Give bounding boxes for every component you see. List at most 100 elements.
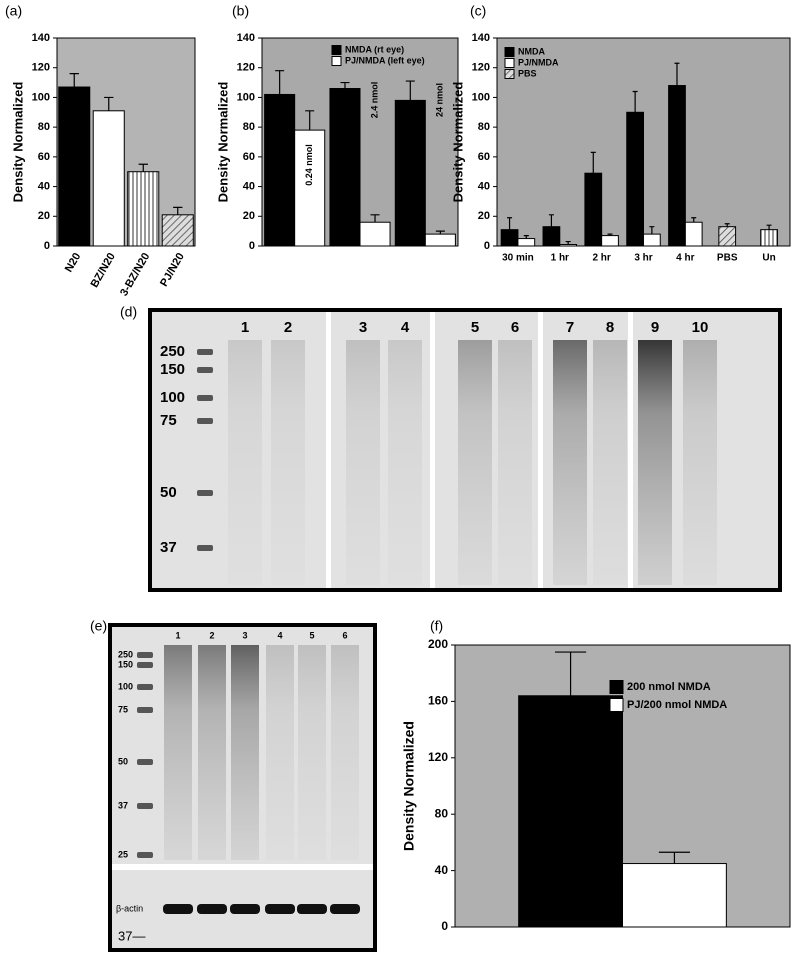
- legend-swatch: [609, 680, 624, 694]
- lane-number: 4: [277, 630, 282, 640]
- lane-number: 3: [359, 319, 367, 336]
- y-tick-label: 100: [32, 91, 50, 103]
- lane-number: 8: [606, 319, 614, 336]
- y-tick-label: 80: [435, 806, 449, 820]
- lane-number: 4: [401, 319, 410, 336]
- legend-label: PBS: [518, 68, 537, 78]
- lane-number: 10: [692, 319, 709, 336]
- y-tick-label: 120: [32, 62, 50, 74]
- x-tick-label: PJ/N20: [158, 251, 187, 289]
- lane-smear: [458, 340, 492, 585]
- bar: [517, 238, 536, 247]
- error-bar: [370, 214, 380, 223]
- y-tick-label: 0: [249, 240, 255, 252]
- lane-number: 1: [241, 319, 249, 336]
- actin-band: [163, 904, 193, 914]
- marker-label: 50: [160, 484, 177, 501]
- y-tick-label: 40: [435, 863, 449, 877]
- bar: [500, 229, 519, 247]
- error-bar: [104, 96, 114, 111]
- y-tick-label: 0: [44, 240, 50, 252]
- lane-separator: [628, 312, 633, 588]
- marker-label: 250: [160, 343, 185, 360]
- lane-smear: [388, 340, 422, 585]
- bar: [684, 221, 703, 247]
- actin-band: [197, 904, 227, 914]
- x-tick-label: 3-BZ/N20: [118, 251, 152, 298]
- error-bar: [649, 226, 655, 235]
- y-tick-label: 80: [478, 121, 490, 133]
- lane-smear: [638, 340, 672, 585]
- y-tick-label: 20: [478, 210, 490, 222]
- marker-label: 75: [160, 412, 177, 429]
- bar: [622, 863, 727, 928]
- bar: [559, 244, 578, 247]
- annotation: 2.4 nmol: [369, 82, 379, 119]
- legend-swatch: [504, 47, 515, 57]
- bar: [760, 229, 778, 247]
- marker-label: 250: [118, 649, 133, 659]
- bar: [359, 221, 391, 247]
- x-tick-label: N20: [63, 251, 83, 274]
- lane-number: 6: [342, 630, 347, 640]
- bar: [626, 111, 644, 247]
- marker-band: [137, 662, 153, 668]
- marker-band: [137, 652, 153, 658]
- lane-number: 1: [175, 630, 180, 640]
- legend-swatch: [504, 58, 515, 68]
- x-tick-label: BZ/N20: [89, 251, 118, 290]
- y-tick-label: 0: [441, 919, 448, 933]
- error-bar: [658, 851, 691, 864]
- bar: [424, 233, 456, 247]
- marker-label: 25: [118, 849, 128, 859]
- panel-label: (f): [430, 618, 443, 634]
- lane-number: 5: [309, 630, 314, 640]
- lane-number: 3: [242, 630, 247, 640]
- lane-smear: [198, 645, 226, 860]
- error-bar: [766, 224, 772, 230]
- bar: [718, 226, 737, 247]
- error-bar: [548, 214, 554, 227]
- marker-band: [137, 852, 153, 858]
- panel-label: (c): [470, 3, 486, 19]
- marker-label: 150: [160, 361, 185, 378]
- annotation: 24 nmol: [435, 83, 445, 117]
- lane-smear: [266, 645, 294, 860]
- bar: [92, 110, 125, 247]
- error-bar: [565, 240, 571, 245]
- lane-number: 6: [511, 319, 519, 336]
- lane-number: 2: [284, 319, 292, 336]
- y-tick-label: 80: [243, 121, 255, 133]
- marker-label: 75: [118, 704, 128, 714]
- error-bar: [138, 163, 148, 172]
- bar: [127, 171, 160, 247]
- legend-swatch: [331, 45, 342, 55]
- legend-label: NMDA (rt eye): [345, 44, 404, 54]
- y-axis-label: Density Normalized: [215, 82, 230, 203]
- error-bar: [405, 80, 415, 101]
- error-bar: [523, 235, 529, 239]
- marker-label: 50: [118, 756, 128, 766]
- x-tick-label: 1 hr: [551, 253, 569, 264]
- lane-smear: [346, 340, 380, 585]
- legend-label: PJ/NMDA: [518, 57, 559, 67]
- y-tick-label: 60: [478, 151, 490, 163]
- legend-label: 200 nmol NMDA: [627, 681, 711, 693]
- y-tick-label: 120: [428, 750, 448, 764]
- marker-label: 150: [118, 659, 133, 669]
- lane-smear: [498, 340, 532, 585]
- panel-label: (d): [120, 304, 137, 320]
- y-tick-label: 20: [38, 210, 50, 222]
- lane-smear: [593, 340, 627, 585]
- marker-band: [197, 490, 213, 496]
- y-tick-label: 0: [484, 240, 490, 252]
- error-bar: [674, 62, 680, 86]
- legend-label: NMDA: [518, 46, 545, 56]
- y-tick-label: 80: [38, 121, 50, 133]
- y-tick-label: 20: [243, 210, 255, 222]
- x-tick-label: 4 hr: [676, 253, 694, 264]
- marker-band: [197, 395, 213, 401]
- y-axis-label: Density Normalized: [401, 721, 417, 851]
- x-tick-label: PBS: [717, 253, 738, 264]
